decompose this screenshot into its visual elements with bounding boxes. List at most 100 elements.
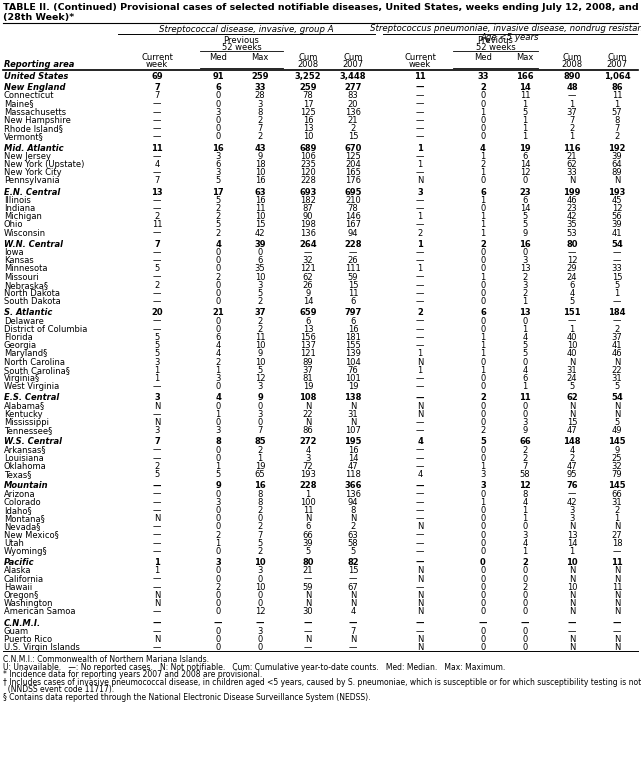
Text: 155: 155	[345, 342, 361, 350]
Text: 121: 121	[300, 349, 316, 359]
Text: N: N	[569, 635, 575, 644]
Text: Streptococcal disease, invasive, group A: Streptococcal disease, invasive, group A	[159, 25, 334, 34]
Text: N: N	[417, 608, 423, 616]
Text: —: —	[153, 531, 161, 540]
Text: 22: 22	[612, 366, 622, 375]
Text: 14: 14	[520, 204, 530, 213]
Text: 7: 7	[154, 83, 160, 93]
Text: 1: 1	[480, 152, 486, 161]
Text: 0: 0	[215, 248, 221, 257]
Text: 204: 204	[345, 160, 361, 169]
Text: 1: 1	[417, 144, 423, 152]
Text: —: —	[153, 317, 161, 326]
Text: 4: 4	[215, 240, 221, 249]
Text: 1: 1	[569, 132, 574, 142]
Text: —: —	[416, 627, 424, 636]
Text: 14: 14	[520, 160, 530, 169]
Text: N: N	[569, 608, 575, 616]
Text: Oregon§: Oregon§	[4, 591, 39, 600]
Text: 76: 76	[347, 366, 358, 375]
Text: 62: 62	[567, 160, 578, 169]
Text: 0: 0	[215, 522, 221, 531]
Text: 1: 1	[480, 498, 486, 506]
Text: Current: Current	[141, 53, 173, 62]
Text: District of Columbia: District of Columbia	[4, 324, 87, 334]
Text: 0: 0	[215, 446, 221, 454]
Text: —: —	[153, 382, 161, 391]
Text: 49: 49	[612, 426, 622, 435]
Text: 7: 7	[257, 426, 263, 435]
Text: —: —	[304, 643, 312, 652]
Text: 64: 64	[612, 160, 622, 169]
Text: N: N	[417, 599, 423, 608]
Text: —: —	[416, 297, 424, 307]
Text: 0: 0	[480, 591, 486, 600]
Text: —: —	[213, 619, 222, 628]
Text: —: —	[613, 297, 621, 307]
Text: 6: 6	[215, 160, 221, 169]
Text: N: N	[417, 643, 423, 652]
Text: N: N	[417, 358, 423, 366]
Text: N: N	[614, 635, 620, 644]
Text: 7: 7	[154, 437, 160, 447]
Text: 40: 40	[567, 333, 578, 342]
Text: Kentucky: Kentucky	[4, 410, 42, 419]
Text: 0: 0	[215, 575, 221, 584]
Text: 27: 27	[612, 531, 622, 540]
Text: 4: 4	[215, 342, 221, 350]
Text: —: —	[416, 317, 424, 326]
Text: 3: 3	[305, 454, 311, 463]
Text: —: —	[416, 220, 424, 230]
Text: 2: 2	[154, 462, 160, 471]
Text: 0: 0	[258, 514, 263, 523]
Text: Delaware: Delaware	[4, 317, 44, 326]
Text: 0: 0	[215, 591, 221, 600]
Text: 0: 0	[215, 506, 221, 515]
Text: —: —	[416, 333, 424, 342]
Text: 156: 156	[300, 333, 316, 342]
Text: 10: 10	[254, 358, 265, 366]
Text: Med: Med	[474, 53, 492, 62]
Text: N: N	[417, 635, 423, 644]
Text: 83: 83	[347, 91, 358, 100]
Text: —: —	[153, 124, 161, 133]
Text: 12: 12	[519, 482, 531, 490]
Text: 7: 7	[351, 627, 356, 636]
Text: —: —	[153, 289, 161, 298]
Text: 1: 1	[614, 514, 620, 523]
Text: 10: 10	[254, 342, 265, 350]
Text: 31: 31	[347, 410, 358, 419]
Text: 19: 19	[519, 144, 531, 152]
Text: N: N	[350, 401, 356, 411]
Text: 10: 10	[254, 583, 265, 592]
Text: 3: 3	[522, 256, 528, 265]
Text: —: —	[416, 124, 424, 133]
Text: 0: 0	[215, 627, 221, 636]
Text: —: —	[568, 317, 576, 326]
Text: 9: 9	[305, 289, 311, 298]
Text: 3: 3	[569, 506, 575, 515]
Text: 0: 0	[215, 643, 221, 652]
Text: 259: 259	[251, 72, 269, 81]
Text: 3: 3	[480, 470, 486, 479]
Text: 1: 1	[569, 324, 574, 334]
Text: Georgia: Georgia	[4, 342, 37, 350]
Text: N: N	[614, 643, 620, 652]
Text: 1: 1	[480, 229, 486, 237]
Text: 4: 4	[351, 608, 356, 616]
Text: —: —	[416, 531, 424, 540]
Text: 1: 1	[417, 240, 423, 249]
Text: 3: 3	[154, 358, 160, 366]
Text: 16: 16	[254, 482, 266, 490]
Text: C.N.M.I.: C.N.M.I.	[4, 619, 41, 628]
Text: 0: 0	[480, 281, 486, 289]
Text: 2: 2	[258, 506, 263, 515]
Text: 6: 6	[257, 256, 263, 265]
Text: 0: 0	[522, 401, 528, 411]
Text: 21: 21	[567, 152, 578, 161]
Text: 63: 63	[254, 187, 266, 197]
Text: 2: 2	[215, 272, 221, 282]
Text: 277: 277	[344, 83, 362, 93]
Text: 5: 5	[614, 418, 620, 427]
Text: 0: 0	[480, 374, 486, 383]
